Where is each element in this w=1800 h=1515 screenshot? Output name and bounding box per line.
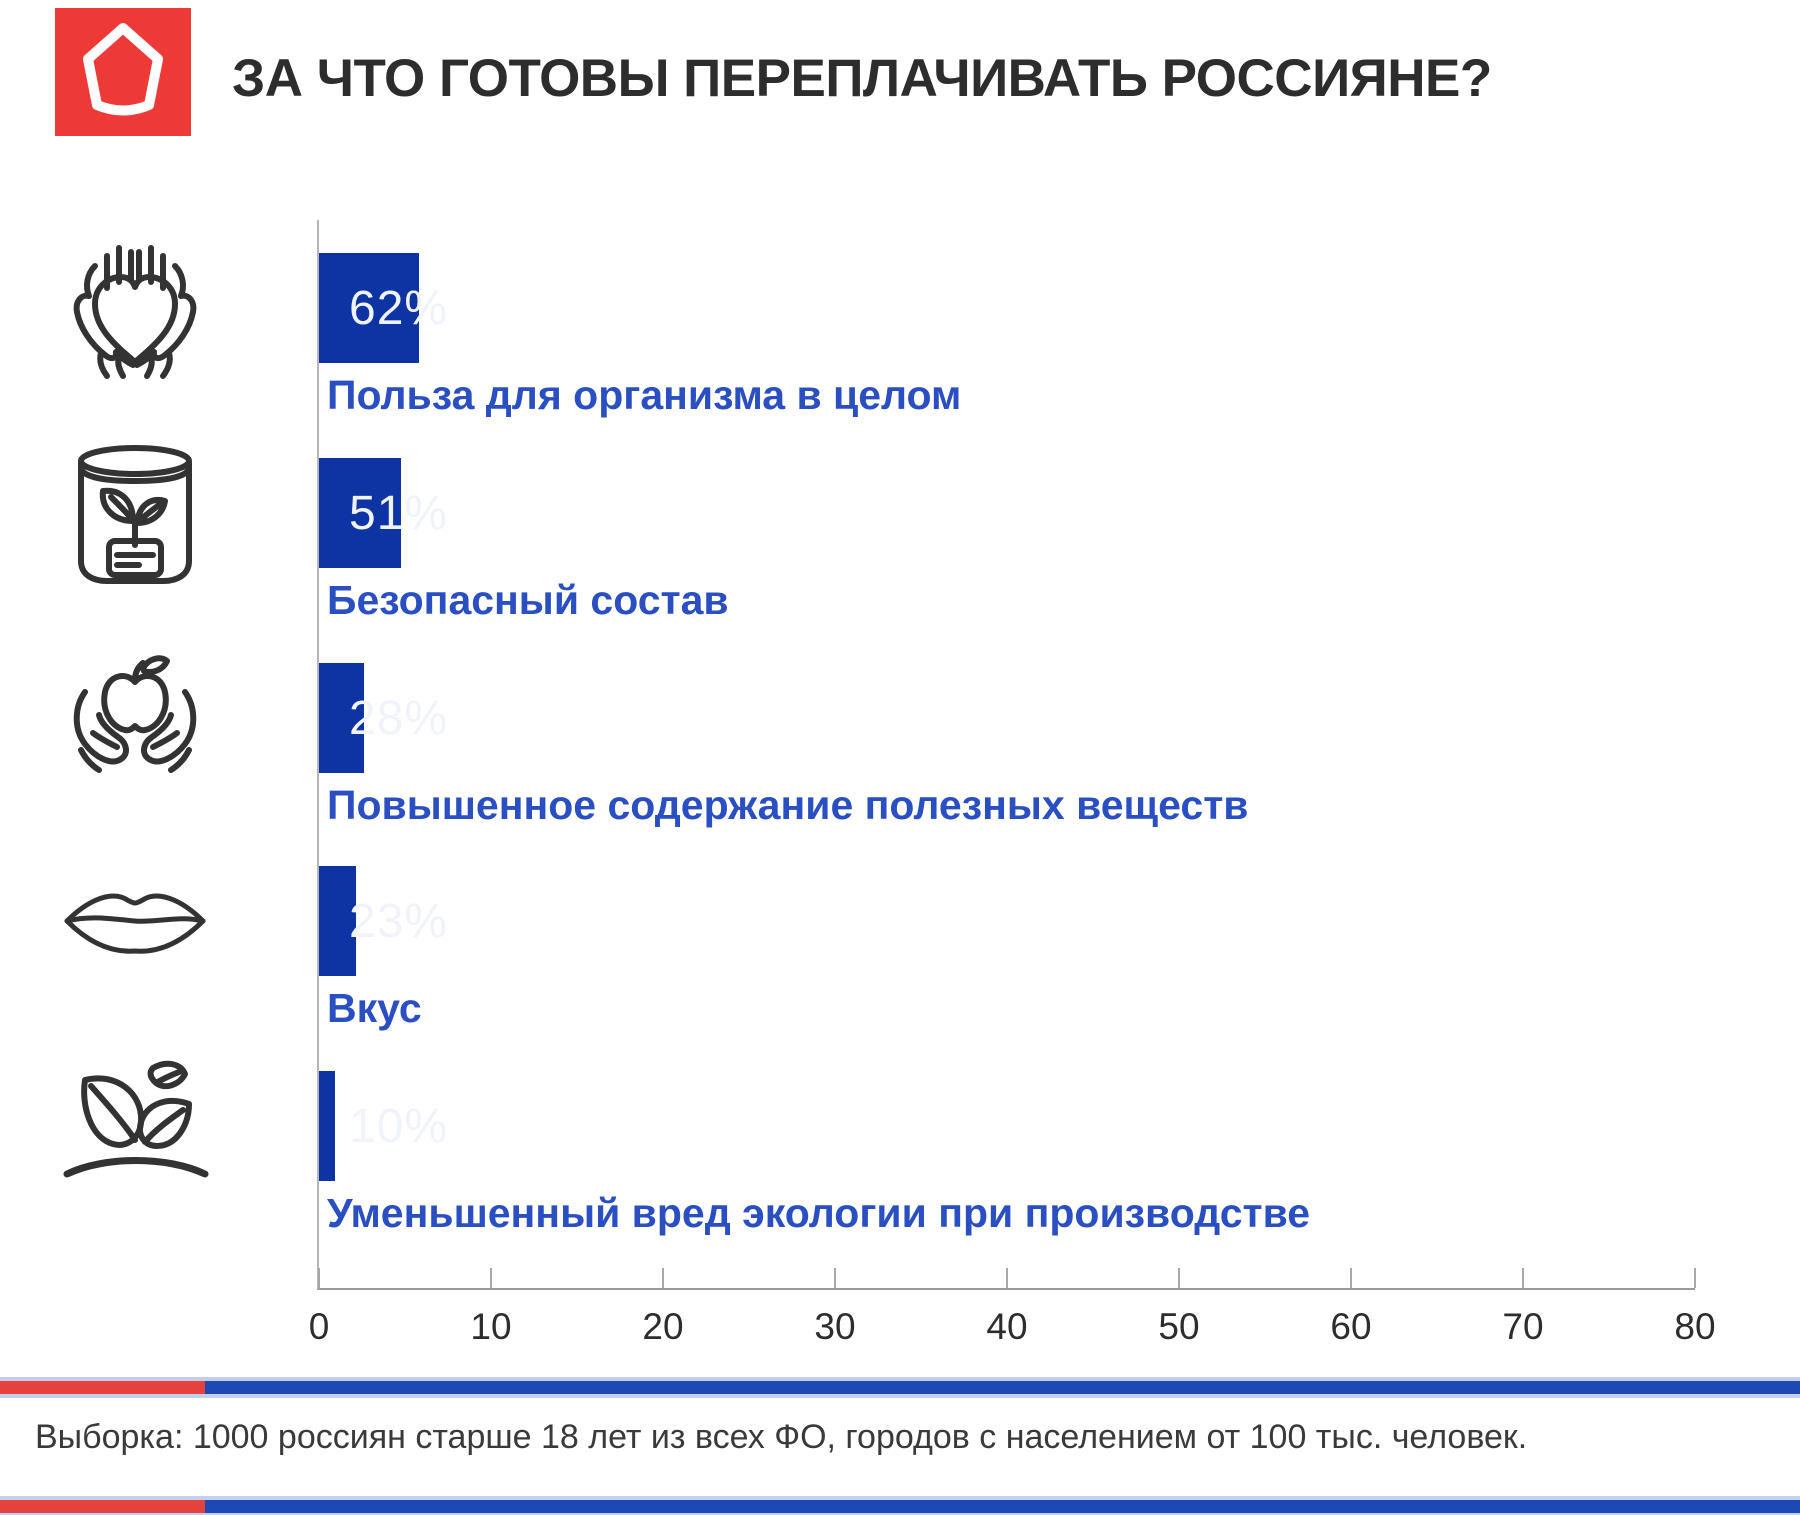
category-label: Повышенное содержание полезных веществ (327, 782, 1249, 828)
category-label: Уменьшенный вред экологии при производст… (327, 1190, 1311, 1236)
x-tick-label: 60 (1330, 1306, 1372, 1347)
divider-stripe-bottom (0, 1500, 1800, 1513)
leaves-icon (50, 1041, 220, 1211)
category-label: Вкус (327, 985, 422, 1031)
bar-value-label: 51% (349, 486, 449, 540)
bar-sostav: 51% (319, 458, 447, 568)
bar-row: 28% (319, 663, 448, 773)
x-tick-label: 10 (470, 1306, 512, 1347)
x-tick-mark (662, 1268, 664, 1288)
bar-value-label: 10% (349, 1099, 449, 1153)
bar-vkus: 23% (319, 866, 447, 976)
x-tick-label: 0 (308, 1306, 330, 1347)
bar-row: 51% (319, 458, 448, 568)
x-tick-label: 40 (986, 1306, 1028, 1347)
x-tick-label: 70 (1502, 1306, 1544, 1347)
bar-chart-plot-area: 62% Польза для организма в целом 51% Без… (309, 220, 1716, 1347)
bar-polza: 62% (319, 253, 447, 363)
lips-icon (50, 836, 220, 1006)
x-tick-label: 80 (1674, 1306, 1716, 1347)
x-tick-mark (1522, 1268, 1524, 1288)
category-label: Безопасный состав (327, 577, 729, 623)
x-tick-mark (1178, 1268, 1180, 1288)
x-tick-mark (1006, 1268, 1008, 1288)
red-pentagon-logo (55, 8, 191, 136)
jar-with-sprout-icon (50, 428, 220, 598)
bar-value-label: 23% (349, 894, 449, 948)
bar-value-label: 28% (349, 691, 449, 745)
category-label: Польза для организма в целом (327, 372, 962, 418)
x-tick-label: 50 (1158, 1306, 1200, 1347)
bar-row: 10% (319, 1071, 448, 1181)
bar-row: 23% (319, 866, 448, 976)
bar-ekologia: 10% (319, 1071, 447, 1181)
sample-note: Выборка: 1000 россиян старше 18 лет из в… (35, 1418, 1528, 1456)
hands-holding-apple-icon (50, 633, 220, 803)
x-tick-label: 30 (814, 1306, 856, 1347)
x-tick-mark (834, 1268, 836, 1288)
pentagon-icon (55, 8, 191, 136)
x-tick-mark (1350, 1268, 1352, 1288)
page-title: ЗА ЧТО ГОТОВЫ ПЕРЕПЛАЧИВАТЬ РОССИЯНЕ? (232, 49, 1492, 108)
x-tick-mark (1694, 1268, 1696, 1288)
x-tick-mark (318, 1268, 320, 1288)
x-tick-label: 20 (642, 1306, 684, 1347)
bar-value-label: 62% (349, 281, 449, 335)
divider-stripe-top (0, 1381, 1800, 1394)
hands-holding-heart-icon (50, 223, 220, 393)
x-tick-mark (490, 1268, 492, 1288)
bar-row: 62% (319, 253, 448, 363)
stripe-red-segment (0, 1381, 205, 1394)
stripe-red-segment (0, 1500, 205, 1513)
bar-veshestva: 28% (319, 663, 447, 773)
